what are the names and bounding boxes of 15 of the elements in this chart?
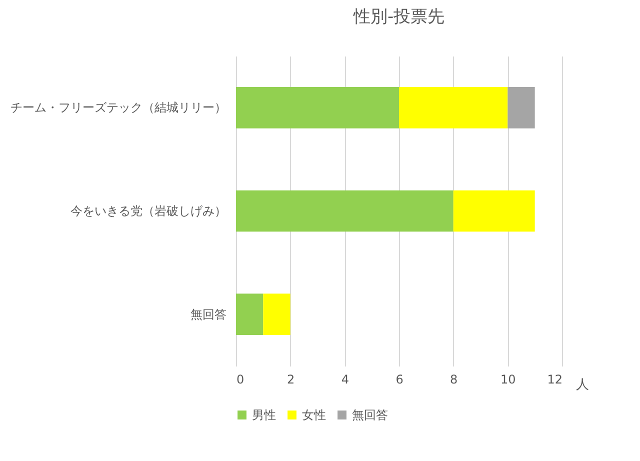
x-tick-label: 2: [287, 372, 295, 386]
x-tick-label: 8: [450, 372, 458, 386]
legend-label: 女性: [302, 408, 326, 422]
x-tick-label: 6: [396, 372, 404, 386]
legend-label: 男性: [252, 408, 276, 422]
x-tick-label: 0: [236, 372, 244, 386]
x-tick-label: 4: [341, 372, 349, 386]
x-axis-title: 人: [576, 378, 589, 392]
y-tick-label: 無回答: [190, 307, 226, 322]
y-tick-label: チーム・フリーズテック（結城リリー）: [10, 100, 226, 115]
x-tick-label: 12: [547, 372, 562, 386]
x-tick-label: 10: [500, 372, 516, 386]
y-tick-label: 今をいきる党（岩破しげみ）: [70, 204, 226, 218]
legend-label: 無回答: [352, 408, 388, 422]
chart-title: 性別-投票先: [352, 7, 445, 27]
